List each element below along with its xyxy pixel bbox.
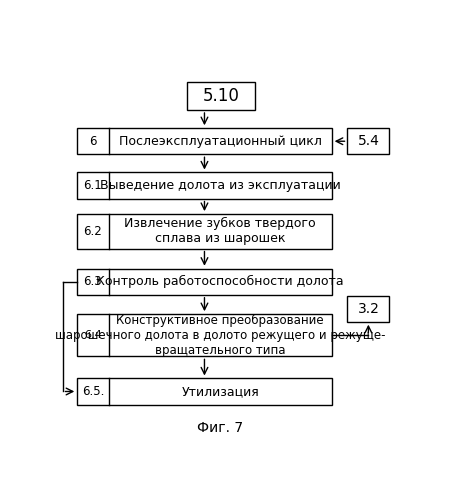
Text: 6.2: 6.2	[84, 225, 102, 238]
Text: Конструктивное преобразование
шарошечного долота в долото режущего и режуще-
вра: Конструктивное преобразование шарошечног…	[55, 314, 385, 357]
Bar	[347, 296, 389, 322]
Bar	[77, 314, 332, 356]
Text: Утилизация: Утилизация	[181, 385, 259, 398]
Text: 6: 6	[89, 134, 97, 147]
Text: 6.4: 6.4	[84, 330, 102, 340]
Text: Выведение долота из эксплуатации: Выведение долота из эксплуатации	[100, 179, 341, 192]
Text: Послеэксплуатационный цикл: Послеэксплуатационный цикл	[119, 134, 322, 147]
Bar	[77, 378, 332, 404]
Text: 6.3: 6.3	[84, 276, 102, 288]
Bar	[77, 214, 332, 248]
Text: Контроль работоспособности долота: Контроль работоспособности долота	[96, 275, 344, 288]
Bar	[77, 268, 332, 295]
Text: 5.10: 5.10	[202, 87, 239, 105]
Text: Фиг. 7: Фиг. 7	[197, 420, 243, 434]
Bar	[77, 172, 332, 199]
Bar	[347, 128, 389, 154]
Text: 3.2: 3.2	[357, 302, 379, 316]
Bar	[187, 82, 255, 110]
Text: 6.5.: 6.5.	[82, 385, 104, 398]
Bar	[77, 128, 332, 154]
Text: 6.1: 6.1	[84, 179, 102, 192]
Text: Извлечение зубков твердого
сплава из шарошек: Извлечение зубков твердого сплава из шар…	[124, 218, 316, 246]
Text: 5.4: 5.4	[357, 134, 379, 148]
